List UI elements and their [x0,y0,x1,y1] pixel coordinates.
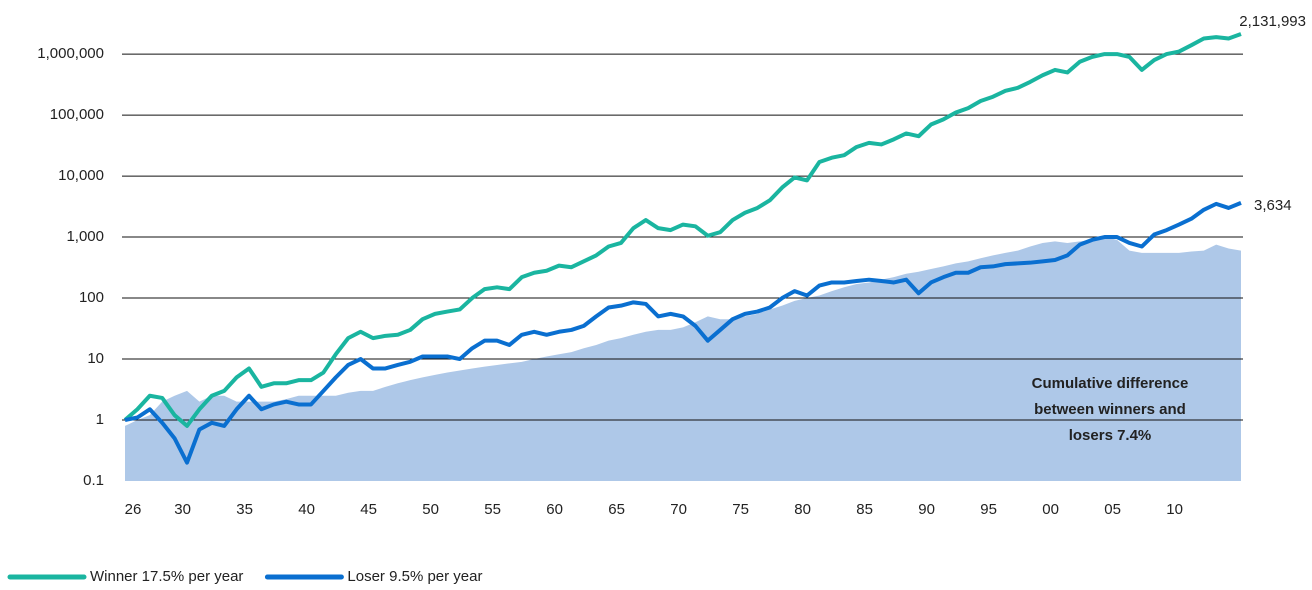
end-label: 3,634 [1254,197,1292,214]
y-tick-label: 100 [79,289,104,306]
x-tick-label: 90 [918,501,935,518]
x-tick-label: 30 [174,501,191,518]
y-tick-label: 10 [87,350,104,367]
y-tick-label: 100,000 [50,106,104,123]
x-tick-label: 85 [856,501,873,518]
x-tick-label: 70 [670,501,687,518]
y-tick-label: 1 [96,411,104,428]
x-tick-label: 00 [1042,501,1059,518]
series-line [123,32,1242,428]
y-tick-label: 1,000,000 [37,45,104,62]
x-tick-label: 80 [794,501,811,518]
note-text: between winners and [1034,401,1186,418]
legend-label: Loser 9.5% per year [347,568,482,585]
series-line [124,201,1242,465]
x-tick-label: 55 [484,501,501,518]
y-tick-label: 0.1 [83,472,104,489]
y-tick-label: 10,000 [58,167,104,184]
x-tick-label: 60 [546,501,563,518]
text-layer: 0.1 1 10 100 1,000 10,000 100,000 1,000,000 26 30… [7,13,1306,585]
x-tick-label: 65 [608,501,625,518]
x-tick-label: 95 [980,501,997,518]
note-text: Cumulative difference [1032,375,1189,392]
x-tick-label: 40 [298,501,315,518]
line-layer [123,32,1242,465]
x-tick-label: 26 [125,501,142,518]
y-tick-label: 1,000 [66,228,104,245]
grid-layer [122,53,1243,421]
x-tick-label: 50 [422,501,439,518]
x-tick-label: 75 [732,501,749,518]
x-tick-label: 35 [236,501,253,518]
x-tick-label: 05 [1104,501,1121,518]
legend-label: Winner 17.5% per year [90,568,243,585]
x-tick-label: 10 [1166,501,1183,518]
end-label: 2,131,993 [1239,13,1306,30]
x-tick-label: 45 [360,501,377,518]
note-text: losers 7.4% [1069,427,1152,444]
